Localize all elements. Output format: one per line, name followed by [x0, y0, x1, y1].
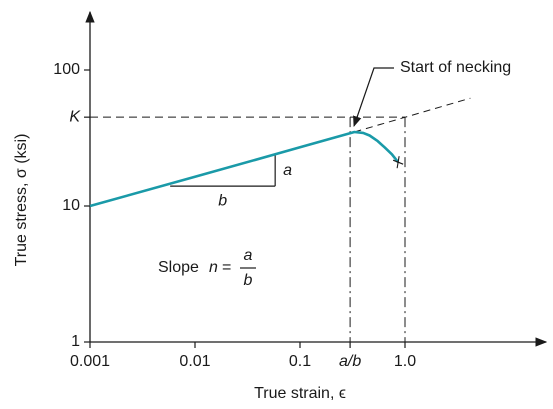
y-tick-label: K: [69, 108, 81, 125]
x-axis-title: True strain, ϵ: [254, 385, 346, 402]
y-axis-title: True stress, σ (ksi): [13, 134, 30, 267]
annotation: b: [244, 272, 253, 289]
y-tick-label: 100: [53, 61, 80, 78]
annotation: n: [209, 259, 218, 276]
annotation: Slope: [158, 259, 199, 276]
x-tick-label: a/b: [339, 353, 361, 370]
fracture-mark: [392, 156, 404, 169]
x-tick-label: 0.1: [289, 353, 311, 370]
annotation-leader: [353, 67, 394, 128]
curve: [89, 130, 400, 208]
slope-label: a: [283, 162, 292, 179]
y-tick-label: 1: [71, 333, 80, 350]
x-tick-label: 1.0: [394, 353, 416, 370]
slope-label: b: [218, 192, 227, 209]
annotation: Start of necking: [400, 59, 511, 76]
x-tick-label: 0.001: [70, 353, 110, 370]
annotation: a: [244, 247, 253, 264]
x-tick-label: 0.01: [179, 353, 210, 370]
annotation: =: [222, 259, 231, 276]
extension-line: [354, 97, 471, 133]
y-tick-label: 10: [62, 197, 80, 214]
